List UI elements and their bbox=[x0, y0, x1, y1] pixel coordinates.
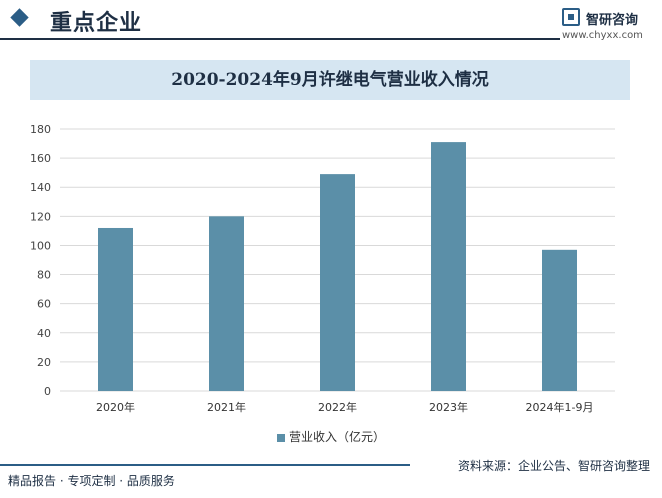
y-tick-label: 120 bbox=[30, 210, 51, 223]
bar bbox=[320, 174, 355, 391]
y-tick-label: 180 bbox=[30, 123, 51, 136]
y-tick-label: 100 bbox=[30, 239, 51, 252]
chart-title-band: 2020-2024年9月许继电气营业收入情况 bbox=[30, 60, 630, 100]
logo-icon bbox=[562, 8, 580, 26]
y-tick-label: 140 bbox=[30, 181, 51, 194]
legend-swatch bbox=[276, 433, 285, 442]
x-tick-label: 2024年1-9月 bbox=[526, 400, 594, 414]
header: 重点企业 智研咨询 www.chyxx.com bbox=[0, 0, 662, 44]
y-tick-label: 60 bbox=[37, 298, 51, 311]
legend-label: 营业收入（亿元） bbox=[288, 430, 385, 444]
x-tick-label: 2023年 bbox=[429, 400, 468, 414]
bar bbox=[209, 216, 244, 391]
x-tick-label: 2020年 bbox=[96, 400, 135, 414]
section-title: 重点企业 bbox=[50, 11, 143, 36]
x-tick-label: 2022年 bbox=[318, 400, 357, 414]
diamond-icon bbox=[10, 8, 29, 27]
brand-logo: 智研咨询 www.chyxx.com bbox=[562, 8, 658, 42]
brand-name: 智研咨询 bbox=[586, 13, 639, 28]
y-tick-label: 0 bbox=[44, 385, 51, 398]
legend: 营业收入（亿元） bbox=[0, 428, 662, 445]
footer-divider bbox=[0, 464, 410, 466]
bar bbox=[542, 249, 577, 391]
bar bbox=[98, 227, 133, 391]
y-tick-label: 160 bbox=[30, 152, 51, 165]
brand-url: www.chyxx.com bbox=[562, 30, 643, 41]
y-tick-label: 80 bbox=[37, 269, 51, 282]
x-tick-label: 2021年 bbox=[207, 400, 246, 414]
chart-title: 2020-2024年9月许继电气营业收入情况 bbox=[171, 70, 489, 90]
y-tick-label: 40 bbox=[37, 327, 51, 340]
header-divider bbox=[0, 38, 560, 40]
slogan: 精品报告 · 专项定制 · 品质服务 bbox=[8, 474, 175, 488]
bar-chart: 0 20 40 60 80 100 120 140 160 180 2020年 2021年 2022年… bbox=[30, 123, 615, 414]
y-tick-label: 20 bbox=[37, 356, 51, 369]
bar bbox=[431, 142, 466, 391]
source-note: 资料来源：企业公告、智研咨询整理 bbox=[457, 459, 650, 473]
